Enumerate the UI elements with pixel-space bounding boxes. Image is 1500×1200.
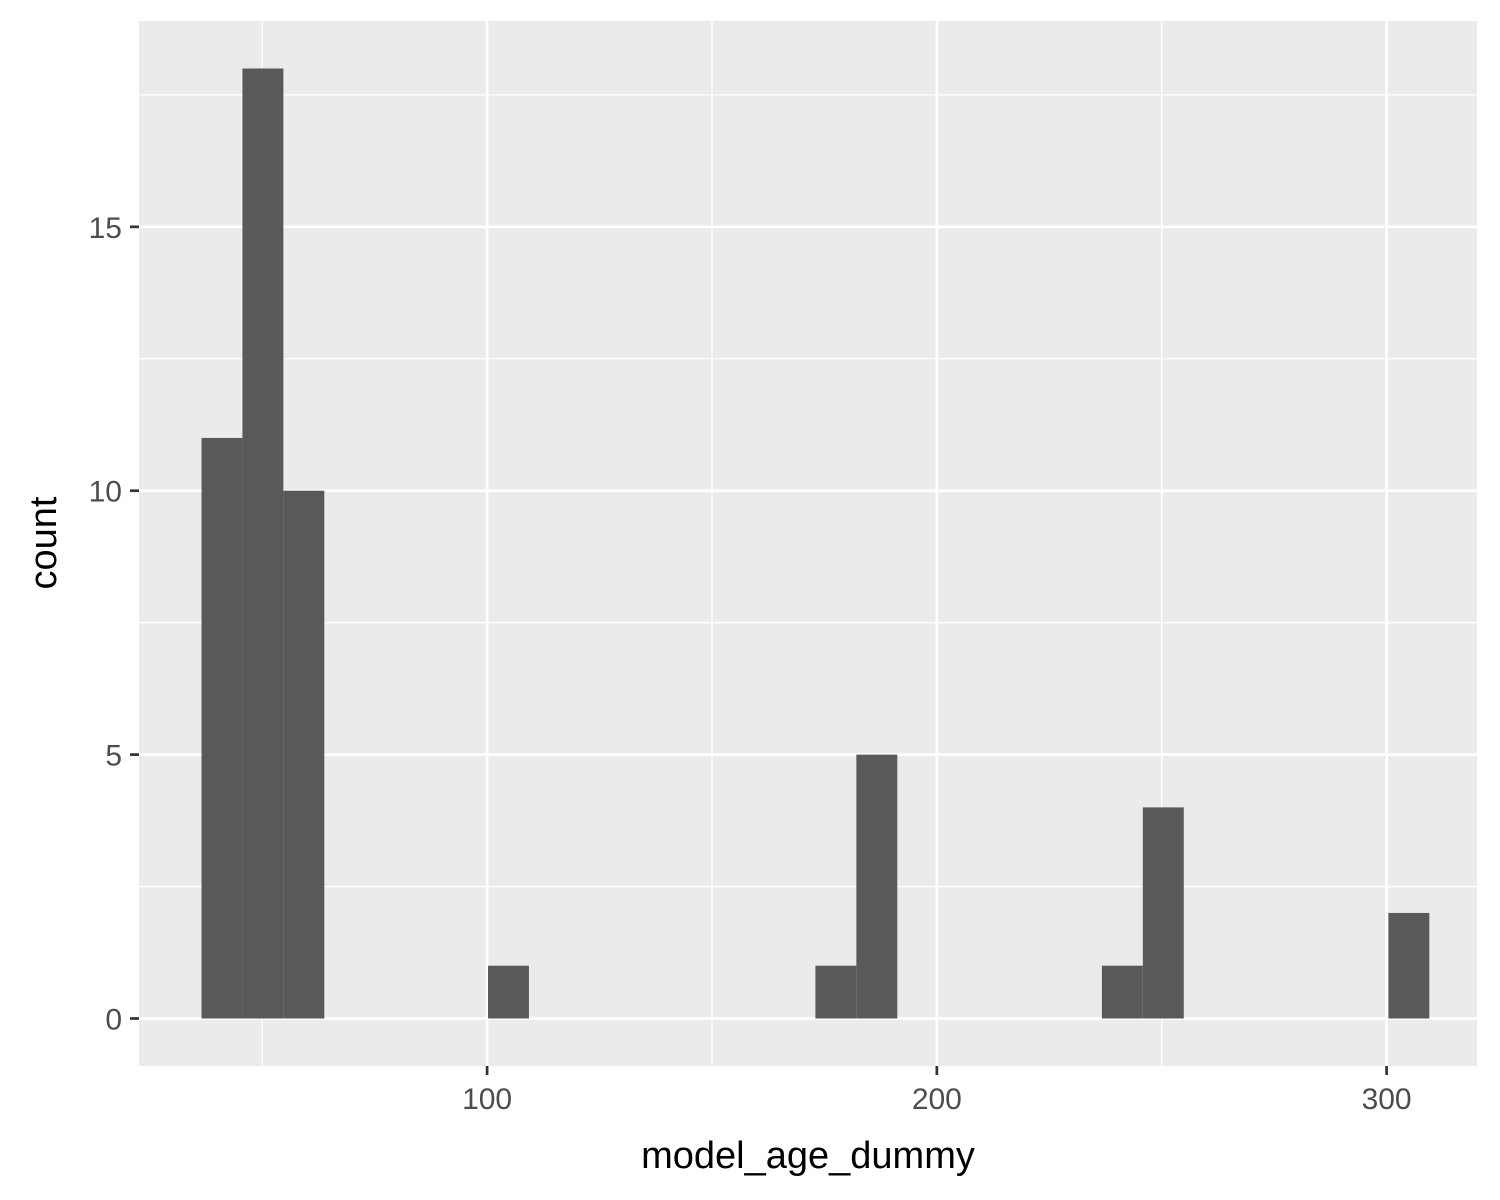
x-axis-title: model_age_dummy xyxy=(641,1135,975,1177)
x-axis: 100 200 300 xyxy=(462,1066,1412,1116)
major-gridlines xyxy=(139,21,1477,1066)
histogram-bar xyxy=(488,965,529,1019)
minor-gridlines xyxy=(139,21,1477,1066)
y-tick-label: 10 xyxy=(89,476,122,509)
x-tick-label: 100 xyxy=(462,1083,512,1116)
histogram-bar xyxy=(283,490,325,1019)
x-tick-label: 300 xyxy=(1362,1083,1412,1116)
y-tick-label: 0 xyxy=(105,1004,122,1037)
y-axis: 0 5 10 15 xyxy=(89,212,139,1037)
histogram-bar xyxy=(1388,912,1430,1019)
y-tick-label: 5 xyxy=(105,740,122,773)
histogram-bar xyxy=(201,437,243,1019)
y-axis-title: count xyxy=(23,496,65,589)
x-tick-label: 200 xyxy=(912,1083,962,1116)
histogram-bar xyxy=(856,754,898,1019)
histogram-bar xyxy=(242,68,284,1019)
histogram-bar xyxy=(815,965,857,1019)
histogram-bar xyxy=(1142,807,1184,1019)
histogram-bars xyxy=(201,68,1430,1019)
plot-panel xyxy=(139,21,1477,1066)
y-tick-label: 15 xyxy=(89,212,122,245)
histogram-bar xyxy=(1101,965,1143,1019)
